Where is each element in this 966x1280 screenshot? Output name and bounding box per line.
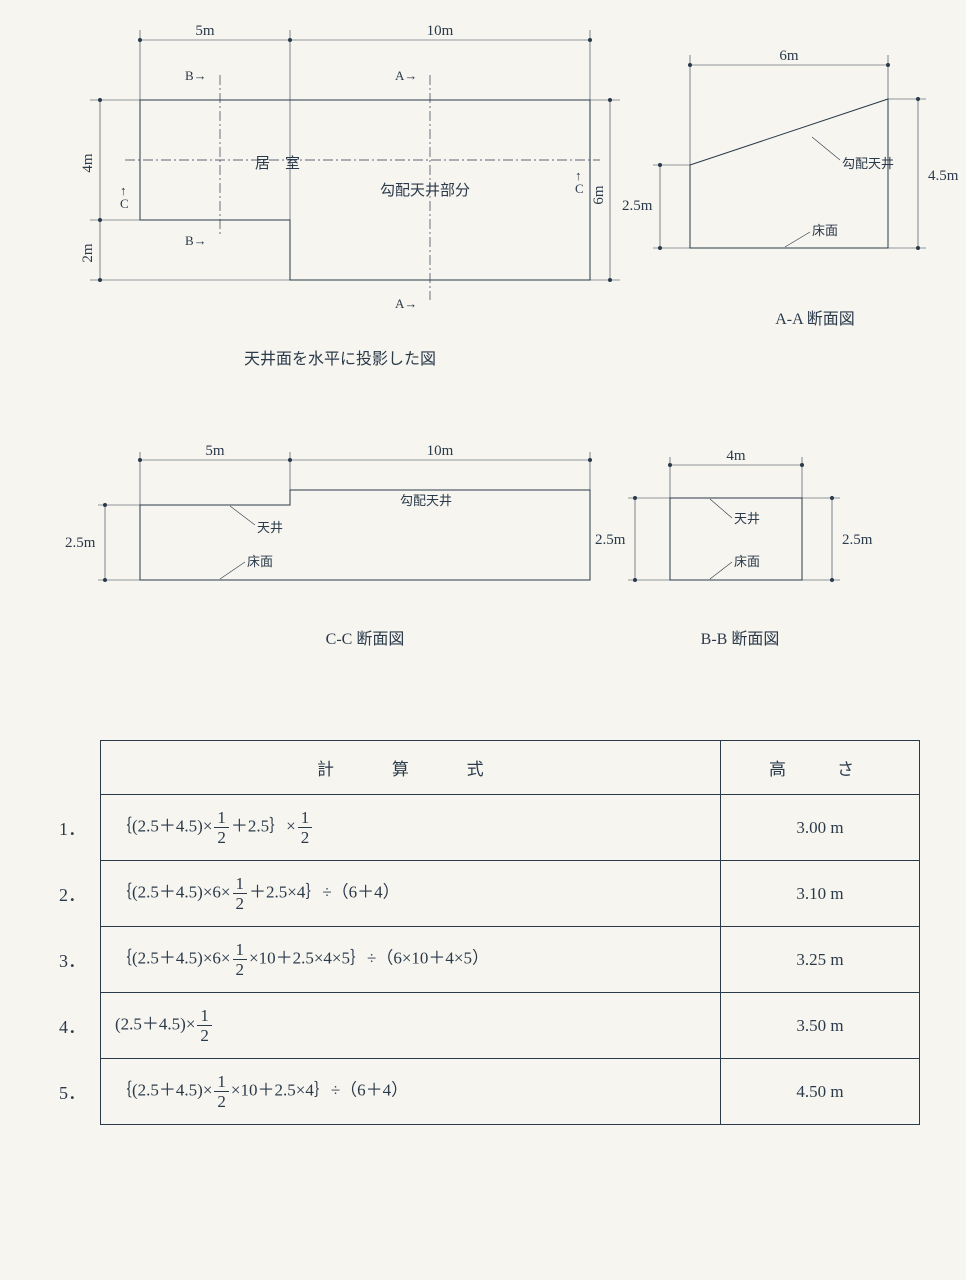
label-aa-slope: 勾配天井	[842, 156, 894, 171]
section-aa: 6m 2.5m 4.5m 勾配天井 床面 A‑A 断面図	[650, 40, 950, 329]
row-number: 1．	[59, 815, 86, 841]
dim-bb-left: 2.5m	[595, 532, 626, 548]
dim-aa-6m: 6m	[779, 48, 799, 64]
dim-bb-4m: 4m	[726, 448, 746, 464]
plan-view: 5m 10m 4m 2m 6m	[80, 20, 600, 369]
marker-A-top: A→	[395, 68, 417, 83]
formula-cell: 2．｛(2.5＋4.5)×6×12＋2.5×4｝÷（6＋4）	[101, 861, 721, 927]
marker-B-top: B→	[185, 68, 207, 83]
height-cell: 4.50 m	[721, 1059, 920, 1125]
label-room: 居 室	[255, 155, 300, 172]
label-bb-floor: 床面	[734, 554, 760, 569]
th-formula: 計 算 式	[101, 741, 721, 795]
table-row: 5．｛(2.5＋4.5)×12×10＋2.5×4｝÷（6＋4）4.50 m	[101, 1059, 920, 1125]
label-aa-floor: 床面	[812, 223, 838, 238]
plan-caption: 天井面を水平に投影した図	[80, 345, 600, 369]
dim-cc-10m: 10m	[427, 443, 454, 459]
row-number: 3．	[59, 947, 86, 973]
height-cell: 3.50 m	[721, 993, 920, 1059]
marker-C-left-label: C	[120, 196, 129, 211]
dim-cc-25: 2.5m	[65, 535, 96, 551]
dim-aa-45: 4.5m	[928, 168, 959, 184]
dim-plan-4m: 4m	[80, 153, 96, 173]
dim-aa-25: 2.5m	[622, 198, 653, 214]
label-cc-floor: 床面	[247, 554, 273, 569]
cc-caption: C‑C 断面図	[140, 625, 590, 649]
height-cell: 3.25 m	[721, 927, 920, 993]
section-cc: 5m 10m 2.5m 天井 勾配天井 床面 C‑C 断面図	[80, 440, 600, 649]
dim-plan-2m: 2m	[80, 243, 96, 263]
dim-plan-6m: 6m	[591, 185, 607, 205]
height-cell: 3.10 m	[721, 861, 920, 927]
dim-cc-5m: 5m	[205, 443, 225, 459]
table-row: 4．(2.5＋4.5)×123.50 m	[101, 993, 920, 1059]
dim-plan-10m: 10m	[427, 23, 454, 39]
marker-B-bot: B→	[185, 233, 207, 248]
label-slope-area: 勾配天井部分	[380, 182, 470, 199]
row-number: 5．	[59, 1079, 86, 1105]
dim-bb-right: 2.5m	[842, 532, 873, 548]
formula-cell: 1．｛(2.5＋4.5)×12＋2.5｝×12	[101, 795, 721, 861]
th-height: 高 さ	[721, 741, 920, 795]
formula-cell: 5．｛(2.5＋4.5)×12×10＋2.5×4｝÷（6＋4）	[101, 1059, 721, 1125]
table-row: 3．｛(2.5＋4.5)×6×12×10＋2.5×4×5｝÷（6×10＋4×5）…	[101, 927, 920, 993]
label-bb-ceiling: 天井	[734, 511, 760, 526]
calculation-table: 計 算 式 高 さ 1．｛(2.5＋4.5)×12＋2.5｝×123.00 m2…	[100, 740, 920, 1125]
row-number: 4．	[59, 1013, 86, 1039]
marker-C-right-label: C	[575, 181, 584, 196]
height-cell: 3.00 m	[721, 795, 920, 861]
marker-A-bot: A→	[395, 296, 417, 311]
section-bb: 4m 2.5m 2.5m 天井 床面 B‑B 断面図	[610, 440, 910, 649]
row-number: 2．	[59, 881, 86, 907]
dim-plan-5m: 5m	[195, 23, 215, 39]
table-row: 1．｛(2.5＋4.5)×12＋2.5｝×123.00 m	[101, 795, 920, 861]
bb-caption: B‑B 断面図	[640, 625, 840, 649]
label-cc-slope: 勾配天井	[400, 493, 452, 508]
table-row: 2．｛(2.5＋4.5)×6×12＋2.5×4｝÷（6＋4）3.10 m	[101, 861, 920, 927]
label-cc-ceiling: 天井	[257, 520, 283, 535]
aa-caption: A‑A 断面図	[680, 305, 950, 329]
formula-cell: 4．(2.5＋4.5)×12	[101, 993, 721, 1059]
formula-cell: 3．｛(2.5＋4.5)×6×12×10＋2.5×4×5｝÷（6×10＋4×5）	[101, 927, 721, 993]
